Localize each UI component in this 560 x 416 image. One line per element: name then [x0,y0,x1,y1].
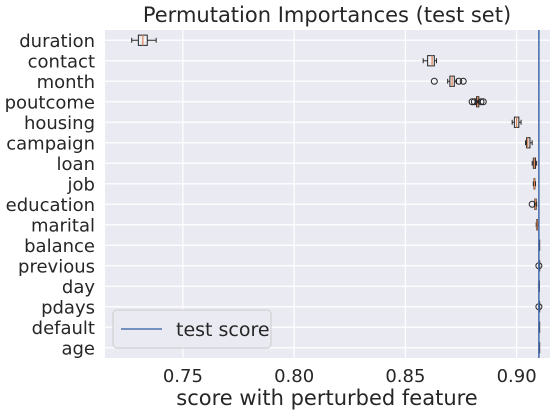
x-tick-label: 0.85 [385,366,425,387]
box-duration [131,34,157,46]
y-tick-labels: durationcontactmonthpoutcomehousingcampa… [5,31,96,360]
y-tick-label: loan [57,154,95,175]
legend-label: test score [176,319,270,341]
y-tick-label: poutcome [5,92,95,113]
legend: test score [112,309,272,349]
flier-point [468,98,476,106]
x-tick-label: 0.80 [274,366,314,387]
flier-point [479,98,487,106]
box-poutcome [468,96,487,108]
box-housing [511,116,522,128]
flier-point [430,77,438,85]
y-tick-label: balance [24,236,95,257]
y-tick-label: duration [19,31,95,52]
x-axis-label: score with perturbed feature [176,386,477,410]
box-month [430,75,467,87]
y-tick-label: month [37,72,95,93]
y-tick-label: campaign [6,133,95,154]
box-loan [531,157,538,169]
y-tick-label: day [62,277,95,298]
flier-point [459,77,467,85]
box-campaign [525,137,533,149]
chart-title: Permutation Importances (test set) [143,3,511,27]
y-tick-label: education [6,195,95,216]
box [427,55,435,67]
x-tick-label: 0.90 [497,366,537,387]
y-tick-label: previous [18,256,95,277]
grid [105,30,550,358]
y-tick-label: contact [28,51,95,72]
y-tick-label: age [61,338,95,359]
y-tick-label: job [67,174,95,195]
box-marital [535,219,539,231]
y-tick-label: housing [24,113,95,134]
box-education [528,198,538,210]
flier-point [528,200,536,208]
y-tick-label: marital [31,215,95,236]
y-tick-label: pdays [41,297,95,318]
flier-point [470,98,478,106]
x-tick-label: 0.75 [163,366,203,387]
y-tick-label: default [32,318,95,339]
flier-point [455,77,463,85]
flier-point [477,98,485,106]
plot-area [105,30,550,358]
x-tick-labels: 0.75 0.80 0.85 0.90 [163,366,537,387]
box-job [532,178,537,190]
legend-box [112,309,272,349]
box-contact [422,55,438,67]
